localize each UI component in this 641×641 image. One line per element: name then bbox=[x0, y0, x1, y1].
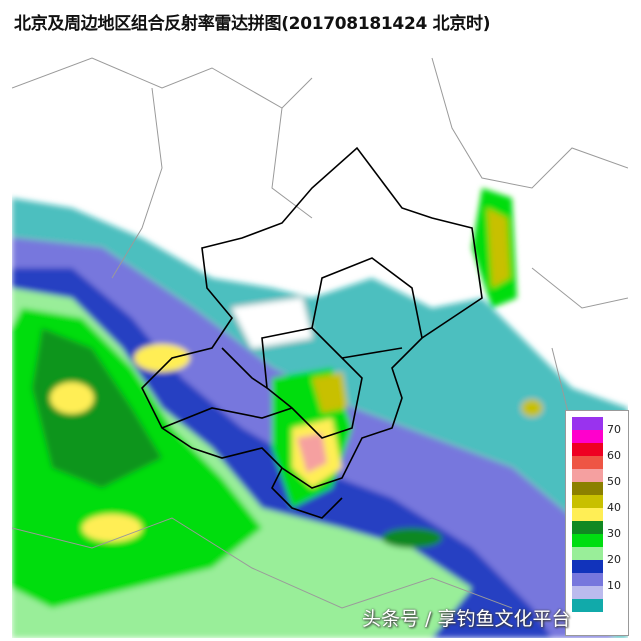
legend-band bbox=[572, 560, 603, 573]
legend-band bbox=[572, 521, 603, 534]
legend-tick-label: 60 bbox=[607, 449, 621, 462]
legend-tick-label: 50 bbox=[607, 475, 621, 488]
radar-echoes bbox=[12, 188, 628, 638]
province-boundaries bbox=[141, 146, 483, 519]
legend-band bbox=[572, 599, 603, 612]
legend-band bbox=[572, 547, 603, 560]
legend-band bbox=[572, 430, 603, 443]
legend-tick-label: 10 bbox=[607, 579, 621, 592]
legend-color-bands bbox=[572, 417, 603, 612]
legend-band bbox=[572, 443, 603, 456]
legend-band bbox=[572, 534, 603, 547]
reflectivity-legend: 70 60 50 40 30 20 10 bbox=[565, 410, 629, 636]
legend-band bbox=[572, 417, 603, 430]
legend-tick-label: 30 bbox=[607, 527, 621, 540]
watermark: 头条号 / 享钓鱼文化平台 bbox=[362, 608, 571, 630]
legend-tick-label: 40 bbox=[607, 501, 621, 514]
legend-tick-label: 70 bbox=[607, 423, 621, 436]
legend-tick-label: 20 bbox=[607, 553, 621, 566]
legend-band bbox=[572, 456, 603, 469]
legend-band bbox=[572, 482, 603, 495]
legend-band bbox=[572, 495, 603, 508]
legend-band bbox=[572, 508, 603, 521]
legend-band bbox=[572, 573, 603, 586]
legend-band bbox=[572, 469, 603, 482]
map-title: 北京及周边地区组合反射率雷达拼图(201708181424 北京时) bbox=[14, 14, 491, 34]
legend-band bbox=[572, 586, 603, 599]
radar-map bbox=[12, 48, 628, 638]
